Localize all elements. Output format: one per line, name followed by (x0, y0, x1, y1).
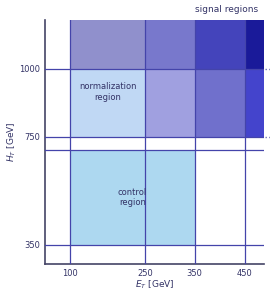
Bar (245, 69, 264, 137)
Bar (195, 69, 245, 137)
Bar (70, 20, 145, 69)
Bar (145, 20, 195, 69)
Bar (70, 69, 145, 137)
Text: signal regions: signal regions (195, 5, 258, 14)
Text: control
region: control region (118, 188, 147, 207)
X-axis label: $E_T$ [GeV]: $E_T$ [GeV] (135, 279, 175, 291)
Bar (245, 20, 264, 69)
Bar (70, 150, 195, 245)
Bar (145, 69, 195, 137)
Y-axis label: $H_T$ [GeV]: $H_T$ [GeV] (6, 122, 18, 162)
Text: normalization
region: normalization region (79, 82, 136, 102)
Bar (195, 20, 245, 69)
